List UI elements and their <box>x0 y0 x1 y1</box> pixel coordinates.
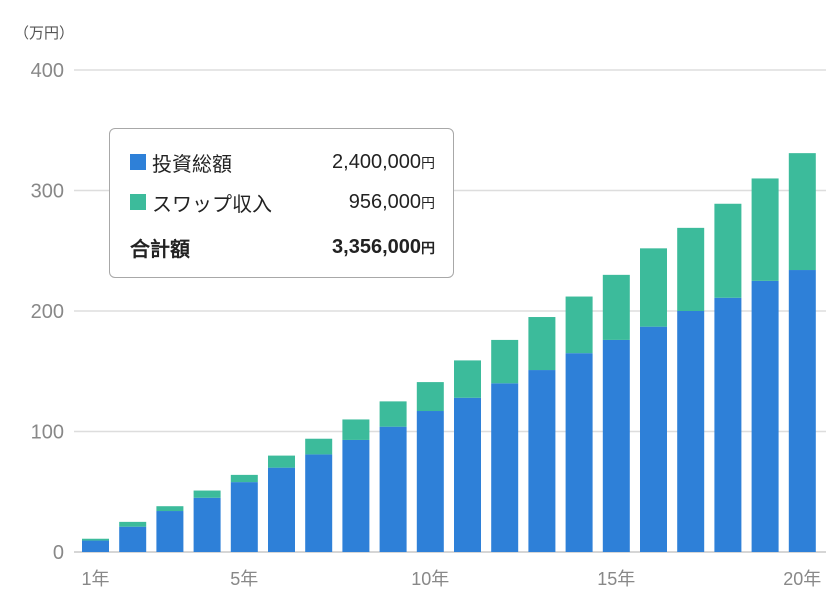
legend-value-investment: 2,400,000円 <box>332 150 435 173</box>
x-axis: 1年 5年 10年 15年 20年 <box>81 569 821 589</box>
bar-swap-16 <box>640 248 667 327</box>
bar-investment-13 <box>528 370 556 552</box>
bar-swap-7 <box>305 438 333 455</box>
bar-swap-1 <box>82 538 109 541</box>
bar-investment-18 <box>714 297 742 552</box>
bar-investment-12 <box>491 383 519 552</box>
bar-investment-19 <box>751 280 779 552</box>
y-tick-label-200: 200 <box>31 301 64 323</box>
bar-swap-9 <box>379 401 407 427</box>
bar-swap-4 <box>193 490 221 498</box>
legend-value-swap: 956,000円 <box>348 190 435 213</box>
legend-total-label: 合計額 <box>130 238 190 261</box>
bar-investment-5 <box>230 482 258 552</box>
bar-swap-12 <box>491 339 519 384</box>
bar-investment-2 <box>119 526 147 552</box>
bar-investment-20 <box>788 270 816 552</box>
bars <box>82 153 816 552</box>
bar-swap-19 <box>751 178 779 281</box>
legend-total-value: 3,356,000円 <box>332 235 435 258</box>
legend-swatch-swap <box>130 194 146 210</box>
y-tick-label-0: 0 <box>53 542 64 564</box>
y-axis: 0 100 200 300 400 <box>31 60 64 564</box>
bar-investment-11 <box>454 397 481 552</box>
bar-investment-10 <box>416 411 444 552</box>
x-tick-label-15: 15年 <box>597 569 635 589</box>
legend-swatch-investment <box>130 154 146 170</box>
bar-investment-6 <box>268 467 295 552</box>
bar-investment-3 <box>156 511 184 552</box>
legend-item-investment: 投資総額 2,400,000円 <box>130 147 435 177</box>
bar-investment-7 <box>305 454 333 552</box>
bar-swap-5 <box>230 474 258 483</box>
x-tick-label-10: 10年 <box>411 569 449 589</box>
bar-swap-10 <box>416 382 444 412</box>
bar-investment-8 <box>342 439 370 552</box>
bar-swap-6 <box>268 455 295 468</box>
bar-investment-17 <box>677 311 705 552</box>
bar-swap-20 <box>788 153 816 271</box>
bar-swap-18 <box>714 203 742 298</box>
bar-swap-3 <box>156 506 184 512</box>
bar-swap-17 <box>677 227 705 311</box>
y-axis-unit-label: （万円） <box>14 25 75 42</box>
bar-swap-11 <box>454 360 481 398</box>
y-tick-label-400: 400 <box>31 60 64 82</box>
bar-investment-9 <box>379 426 407 552</box>
bar-investment-16 <box>640 326 667 552</box>
legend-total: 合計額 3,356,000円 <box>130 232 435 262</box>
bar-swap-8 <box>342 419 370 440</box>
y-tick-label-100: 100 <box>31 422 64 444</box>
bar-investment-1 <box>82 540 109 552</box>
legend-item-swap: スワップ収入 956,000円 <box>130 187 435 217</box>
x-tick-label-1: 1年 <box>81 569 109 589</box>
legend-label-swap: スワップ収入 <box>152 193 272 216</box>
x-tick-label-20: 20年 <box>783 569 821 589</box>
bar-investment-15 <box>602 339 630 552</box>
bar-investment-4 <box>193 497 221 552</box>
bar-investment-14 <box>565 353 593 552</box>
bar-swap-15 <box>602 274 630 340</box>
bar-swap-13 <box>528 317 556 371</box>
bar-swap-2 <box>119 521 147 527</box>
x-tick-label-5: 5年 <box>230 569 258 589</box>
y-tick-label-300: 300 <box>31 181 64 203</box>
bar-swap-14 <box>565 296 593 354</box>
legend-label-investment: 投資総額 <box>152 153 232 176</box>
legend: 投資総額 2,400,000円 スワップ収入 956,000円 合計額 3,35… <box>109 128 454 278</box>
